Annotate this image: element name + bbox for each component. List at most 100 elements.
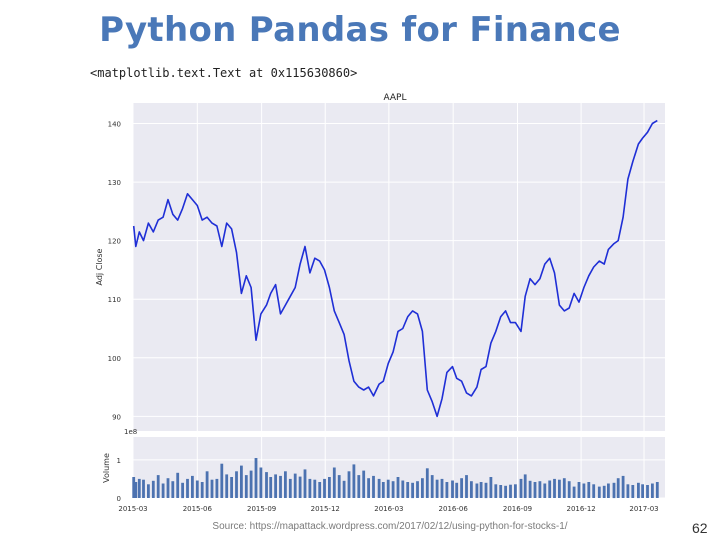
volume-bar	[646, 485, 649, 498]
price-y-tick-label: 90	[112, 413, 121, 421]
volume-bar	[220, 463, 224, 498]
page-number: 62	[692, 520, 708, 536]
volume-bar	[616, 478, 620, 498]
price-y-tick-label: 140	[108, 121, 121, 129]
volume-bar	[499, 485, 503, 498]
volume-scale-label: 1e8	[124, 428, 137, 436]
volume-bar	[455, 482, 459, 499]
volume-bar	[494, 484, 498, 498]
volume-bar	[562, 478, 566, 498]
volume-bar	[637, 482, 640, 499]
volume-bar	[265, 472, 268, 498]
volume-bar	[440, 478, 444, 498]
price-plot-area	[133, 103, 665, 431]
volume-bar	[293, 473, 297, 498]
volume-x-tick-label: 2015-06	[183, 505, 213, 513]
volume-bar	[274, 474, 277, 498]
volume-bar	[205, 471, 209, 498]
volume-bar	[445, 482, 449, 498]
volume-bar	[284, 471, 287, 498]
volume-bar	[475, 483, 479, 498]
price-series-line	[132, 119, 658, 418]
volume-bar	[430, 475, 434, 498]
volume-bar	[367, 478, 370, 498]
matplotlib-output-text: <matplotlib.text.Text at 0x115630860>	[90, 66, 358, 80]
volume-bar	[210, 479, 214, 498]
volume-bar	[435, 479, 439, 498]
volume-bar	[484, 482, 488, 499]
volume-bar	[137, 478, 141, 498]
price-grid	[132, 103, 665, 431]
volume-bar	[244, 475, 248, 498]
volume-bar	[347, 471, 351, 498]
volume-bar	[318, 482, 322, 498]
volume-bar	[465, 475, 468, 498]
price-y-tick-label: 120	[108, 238, 121, 246]
volume-bar	[200, 482, 204, 498]
volume-bar	[372, 475, 375, 498]
volume-y-tick-labels: 01	[117, 457, 121, 503]
volume-bar	[607, 483, 610, 498]
volume-x-tick-label: 2016-09	[503, 505, 532, 513]
volume-y-axis-label: Volume	[102, 453, 111, 483]
volume-bar	[401, 480, 405, 498]
volume-bar	[381, 482, 385, 498]
volume-bar	[342, 480, 346, 498]
volume-bar	[151, 480, 155, 498]
volume-bar	[548, 480, 552, 498]
volume-bar	[602, 485, 606, 498]
volume-bar	[504, 485, 507, 498]
volume-bar	[186, 478, 189, 498]
volume-bar	[582, 483, 586, 498]
volume-bar	[132, 477, 136, 498]
volume-bar	[572, 486, 576, 498]
volume-bar	[567, 481, 571, 498]
volume-bar	[269, 477, 273, 498]
volume-bar	[406, 482, 410, 498]
volume-bar	[612, 482, 616, 499]
slide-title: Python Pandas for Finance	[99, 10, 621, 50]
volume-bar	[249, 470, 253, 498]
volume-x-tick-label: 2016-06	[439, 505, 469, 513]
volume-bar	[254, 458, 258, 498]
price-y-axis-label: Adj Close	[95, 248, 104, 285]
volume-bars	[132, 458, 659, 499]
volume-bar	[303, 469, 307, 498]
volume-x-tick-label: 2015-09	[247, 505, 276, 513]
volume-bar	[391, 481, 395, 498]
volume-bar	[332, 467, 336, 498]
volume-bar	[587, 482, 591, 498]
volume-bar	[631, 485, 635, 498]
volume-bar	[451, 480, 454, 498]
volume-bar	[577, 482, 581, 498]
volume-bar	[519, 478, 523, 498]
volume-bar	[558, 479, 561, 498]
volume-x-tick-label: 2016-12	[566, 505, 595, 513]
chart-title: AAPL	[383, 93, 406, 103]
volume-bar	[470, 481, 473, 498]
volume-bar	[240, 465, 243, 498]
volume-bar	[514, 484, 517, 498]
volume-bar	[357, 475, 361, 498]
volume-bar	[386, 479, 390, 498]
volume-bar	[651, 483, 654, 498]
volume-y-tick-label: 1	[117, 457, 121, 465]
volume-bar	[142, 479, 145, 498]
volume-bar	[528, 480, 532, 498]
volume-bar	[298, 476, 302, 498]
volume-bar	[538, 481, 542, 498]
volume-bar	[352, 464, 356, 498]
volume-bar	[215, 478, 219, 498]
volume-bar	[134, 482, 138, 498]
volume-bar	[523, 474, 527, 498]
volume-bar	[543, 483, 547, 498]
volume-bar	[377, 478, 381, 498]
volume-bar	[195, 480, 199, 498]
volume-bar	[279, 475, 282, 498]
volume-bar	[161, 483, 165, 498]
volume-x-tick-label: 2016-03	[374, 505, 403, 513]
volume-x-tick-label: 2017-03	[629, 505, 658, 513]
volume-bar	[337, 475, 341, 498]
volume-bar	[181, 482, 184, 499]
